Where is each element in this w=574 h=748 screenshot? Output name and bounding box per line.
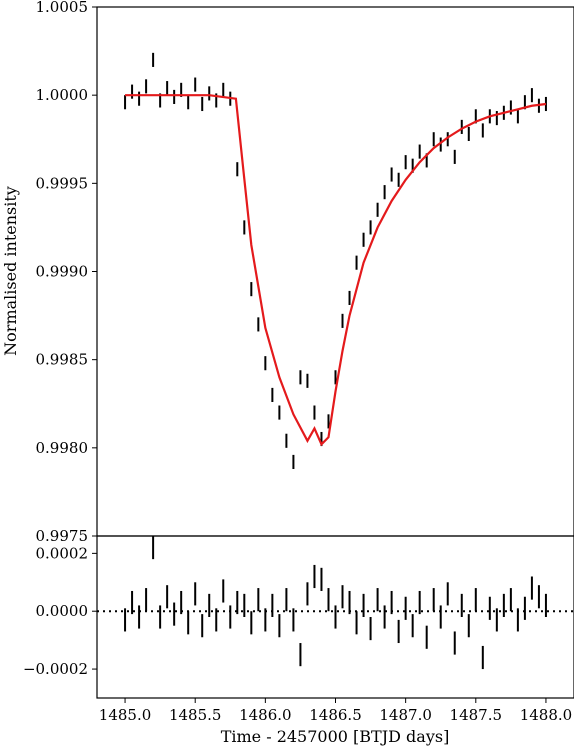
lightcurve-axes-frame <box>96 6 574 537</box>
model-curve-line <box>125 94 547 447</box>
lightcurve-y-tick-label: 0.9990 <box>36 263 89 281</box>
residuals-y-tick-label: 0.0002 <box>36 544 89 562</box>
lightcurve-y-tick-label: 1.0005 <box>36 0 89 16</box>
residuals-y-tick-label: −0.0002 <box>23 660 88 678</box>
lightcurve-y-tick-label: 0.9975 <box>36 527 89 545</box>
lightcurve-y-tick-label: 1.0000 <box>36 86 89 104</box>
x-tick-label: 1487.5 <box>450 706 503 724</box>
x-tick-label: 1487.0 <box>379 706 432 724</box>
residuals-data-points <box>124 536 547 670</box>
residuals-y-ticks: −0.0002 0.0000 0.0002 <box>23 544 97 678</box>
x-ticks: 1485.0 1485.5 1486.0 1486.5 1487.0 1487.5 1488… <box>99 698 572 724</box>
x-tick-label: 1486.0 <box>239 706 292 724</box>
x-axis-title: Time - 2457000 [BTJD days] <box>221 727 450 746</box>
lightcurve-y-ticks: 0.9975 0.9980 0.9985 0.9990 0.9995 1.0000 1.00… <box>36 0 97 545</box>
lightcurve-y-tick-label: 0.9980 <box>36 439 89 457</box>
lightcurve-y-tick-label: 0.9985 <box>36 351 89 369</box>
x-tick-label: 1488.0 <box>520 706 573 724</box>
y-axis-title: Normalised intensity <box>1 186 20 356</box>
x-tick-label: 1485.0 <box>99 706 152 724</box>
x-tick-label: 1486.5 <box>309 706 362 724</box>
lightcurve-y-tick-label: 0.9995 <box>36 174 89 192</box>
residuals-y-tick-label: 0.0000 <box>36 602 89 620</box>
lightcurve-panel: 0.9975 0.9980 0.9985 0.9990 0.9995 1.0000 1.00… <box>36 0 574 545</box>
lightcurve-data-points <box>124 52 547 469</box>
x-tick-label: 1485.5 <box>169 706 222 724</box>
